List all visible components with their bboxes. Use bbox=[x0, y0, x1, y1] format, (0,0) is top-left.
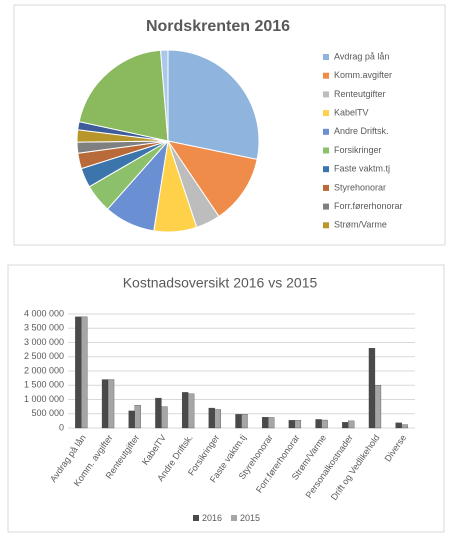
legend-label: Forr.førerhonorar bbox=[334, 201, 403, 211]
pie-slice bbox=[167, 49, 260, 160]
bar bbox=[235, 414, 242, 429]
bar bbox=[294, 420, 302, 429]
legend-swatch bbox=[193, 515, 199, 521]
bar bbox=[315, 419, 322, 429]
bar bbox=[262, 417, 269, 429]
bar bbox=[395, 422, 402, 429]
bar bbox=[321, 419, 328, 429]
bar bbox=[342, 422, 349, 429]
bar bbox=[241, 414, 248, 429]
bar bbox=[75, 316, 82, 429]
legend-label: Avdrag på lån bbox=[334, 51, 389, 61]
y-tick-label: 3 500 000 bbox=[24, 323, 64, 333]
legend-swatch bbox=[323, 128, 329, 135]
bar bbox=[187, 393, 195, 429]
legend-label: Forsikringer bbox=[334, 145, 382, 155]
y-tick-label: 1 500 000 bbox=[24, 380, 64, 390]
legend-label: Strøm/Varme bbox=[334, 220, 387, 230]
bar bbox=[214, 409, 221, 429]
bar bbox=[268, 417, 275, 429]
legend-swatch bbox=[323, 91, 329, 98]
pie-title: Nordskrenten 2016 bbox=[146, 18, 290, 35]
legend-label: Styrehonorar bbox=[334, 182, 386, 192]
bar bbox=[401, 424, 408, 429]
pie-slice bbox=[78, 49, 169, 142]
bar bbox=[368, 348, 376, 429]
legend-swatch bbox=[323, 203, 329, 210]
bar-title: Kostnadsoversikt 2016 vs 2015 bbox=[123, 275, 318, 291]
legend-swatch bbox=[323, 222, 329, 229]
legend-label: Andre Driftsk. bbox=[334, 126, 389, 136]
y-tick-label: 1 000 000 bbox=[24, 394, 64, 404]
legend-swatch bbox=[323, 147, 329, 154]
bar bbox=[208, 407, 215, 429]
bar bbox=[155, 397, 162, 429]
y-tick-label: 4 000 000 bbox=[24, 308, 64, 318]
bar bbox=[181, 392, 189, 429]
bar bbox=[374, 385, 382, 429]
bar bbox=[128, 410, 135, 429]
legend-label: Renteutgifter bbox=[334, 89, 386, 99]
legend-label: KabelTV bbox=[334, 107, 369, 117]
bar bbox=[288, 420, 296, 429]
legend-swatch bbox=[323, 54, 329, 60]
y-tick-label: 0 bbox=[59, 422, 64, 432]
legend-swatch bbox=[231, 515, 237, 521]
bar bbox=[81, 316, 88, 429]
legend-swatch bbox=[323, 184, 329, 191]
y-tick-label: 500 000 bbox=[31, 408, 64, 418]
y-tick-label: 2 000 000 bbox=[24, 365, 64, 375]
bar bbox=[101, 379, 109, 429]
legend-swatch bbox=[323, 110, 329, 117]
bar bbox=[348, 420, 355, 429]
y-tick-label: 2 500 000 bbox=[24, 351, 64, 361]
legend-swatch bbox=[323, 72, 329, 79]
legend-label: Komm.avgifter bbox=[334, 70, 392, 80]
y-tick-label: 3 000 000 bbox=[24, 337, 64, 347]
legend-swatch bbox=[323, 166, 329, 173]
bar bbox=[161, 406, 168, 429]
pie-slice bbox=[166, 140, 258, 218]
legend-label: 2016 bbox=[202, 513, 222, 523]
legend-label: 2015 bbox=[240, 513, 260, 523]
bar bbox=[107, 379, 115, 429]
legend-label: Faste vaktm.tj bbox=[334, 164, 390, 174]
pie-slice bbox=[160, 49, 169, 142]
bar bbox=[134, 405, 141, 429]
